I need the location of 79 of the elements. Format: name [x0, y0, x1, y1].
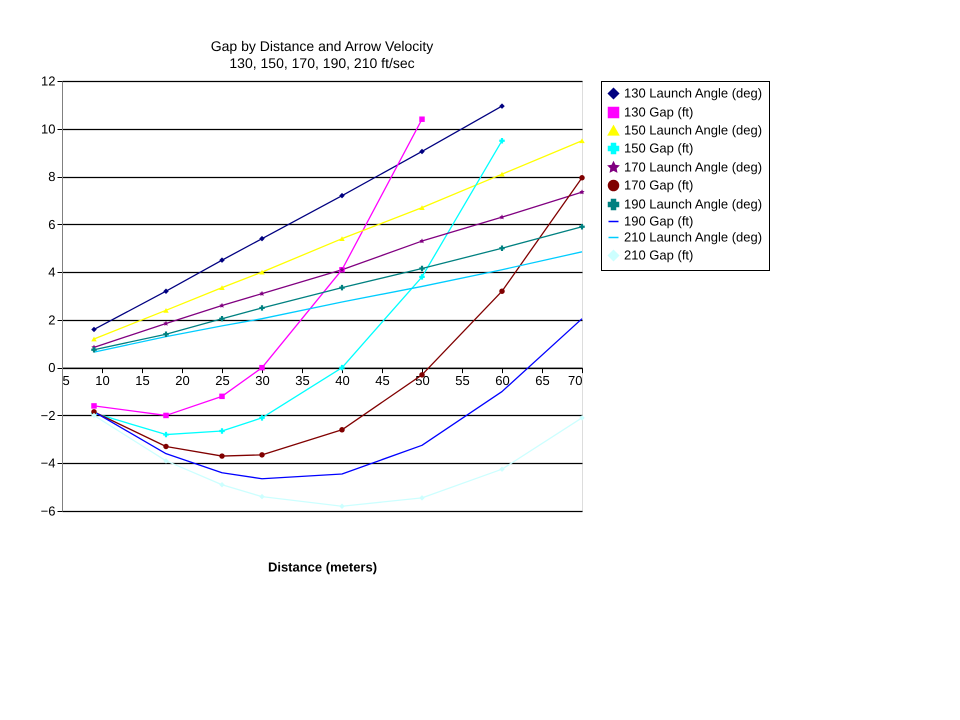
point: [219, 453, 225, 459]
point: [219, 257, 225, 263]
chart-subtitle: 130, 150, 170, 190, 210 ft/sec: [229, 55, 415, 71]
point: [339, 503, 345, 509]
legend-label: 130 Gap (ft): [624, 104, 694, 120]
point: [579, 224, 585, 230]
point: [163, 444, 169, 450]
point: [419, 116, 425, 122]
point: [499, 103, 505, 109]
point: [163, 412, 169, 418]
y-tick-label: −2: [40, 408, 56, 423]
point: [499, 138, 505, 144]
x-tick-label: 70: [568, 373, 582, 388]
legend-label: 170 Launch Angle (deg): [624, 160, 762, 174]
y-tick-label: 0: [48, 360, 56, 376]
x-tick-label: 25: [215, 373, 230, 388]
point: [419, 495, 425, 501]
point: [419, 148, 425, 154]
x-tick-label: 45: [375, 373, 390, 388]
x-tick-label: 15: [135, 373, 150, 388]
point: [219, 394, 225, 400]
point: [259, 270, 265, 274]
point: [259, 452, 265, 458]
point: [579, 189, 585, 194]
legend-label: 190 Gap (ft): [624, 214, 694, 228]
x-tick-label: 20: [175, 373, 190, 388]
point: [219, 285, 225, 290]
point: [339, 364, 345, 370]
x-tick-label: 35: [295, 373, 310, 388]
point: [259, 236, 265, 242]
x-tick-label: 55: [455, 373, 470, 388]
legend-label: 150 Gap (ft): [624, 140, 694, 156]
point: [163, 288, 169, 294]
point: [419, 205, 425, 210]
y-tick-label: 4: [48, 264, 56, 280]
point: [163, 308, 169, 313]
y-tick-label: −6: [40, 504, 56, 518]
y-tick-label: −4: [40, 456, 56, 471]
x-tick-label: 30: [255, 373, 270, 388]
y-tick-label: 2: [48, 312, 56, 328]
y-tick-label: 10: [41, 121, 56, 136]
x-tick-label: 65: [535, 373, 550, 388]
legend-label: 210 Launch Angle (deg): [624, 230, 762, 244]
point: [499, 245, 505, 251]
point: [91, 403, 97, 409]
y-tick-label: 8: [48, 169, 56, 184]
point: [91, 326, 97, 332]
legend-label: 130 Launch Angle (deg): [624, 86, 762, 100]
legend-label: 210 Gap (ft): [624, 248, 694, 262]
point: [259, 494, 265, 500]
point: [579, 138, 585, 144]
point: [499, 288, 505, 294]
x-tick-label: 40: [335, 373, 350, 388]
point: [339, 427, 345, 433]
point: [91, 347, 97, 352]
point: [579, 415, 585, 421]
point: [91, 412, 97, 418]
point: [499, 172, 505, 177]
legend-label: 150 Launch Angle (deg): [624, 122, 762, 138]
point: [259, 364, 265, 370]
point: [259, 415, 265, 421]
point: [163, 331, 169, 337]
point: [219, 316, 225, 322]
legend-label: 170 Gap (ft): [624, 178, 694, 192]
x-axis-title: Distance (meters): [268, 560, 378, 574]
point: [339, 192, 345, 198]
legend-label: 190 Launch Angle (deg): [624, 196, 762, 212]
x-tick-label: 60: [495, 373, 510, 388]
y-tick-label: 12: [41, 74, 56, 88]
point: [339, 236, 345, 242]
point: [499, 466, 505, 472]
chart-title: Gap by Distance and Arrow Velocity: [210, 38, 434, 54]
point: [163, 458, 169, 464]
x-tick-label: 10: [95, 373, 110, 388]
point: [219, 482, 225, 488]
point: [579, 175, 585, 180]
x-tick-label: 5: [62, 373, 70, 388]
point: [91, 336, 97, 342]
y-tick-label: 6: [48, 216, 56, 232]
